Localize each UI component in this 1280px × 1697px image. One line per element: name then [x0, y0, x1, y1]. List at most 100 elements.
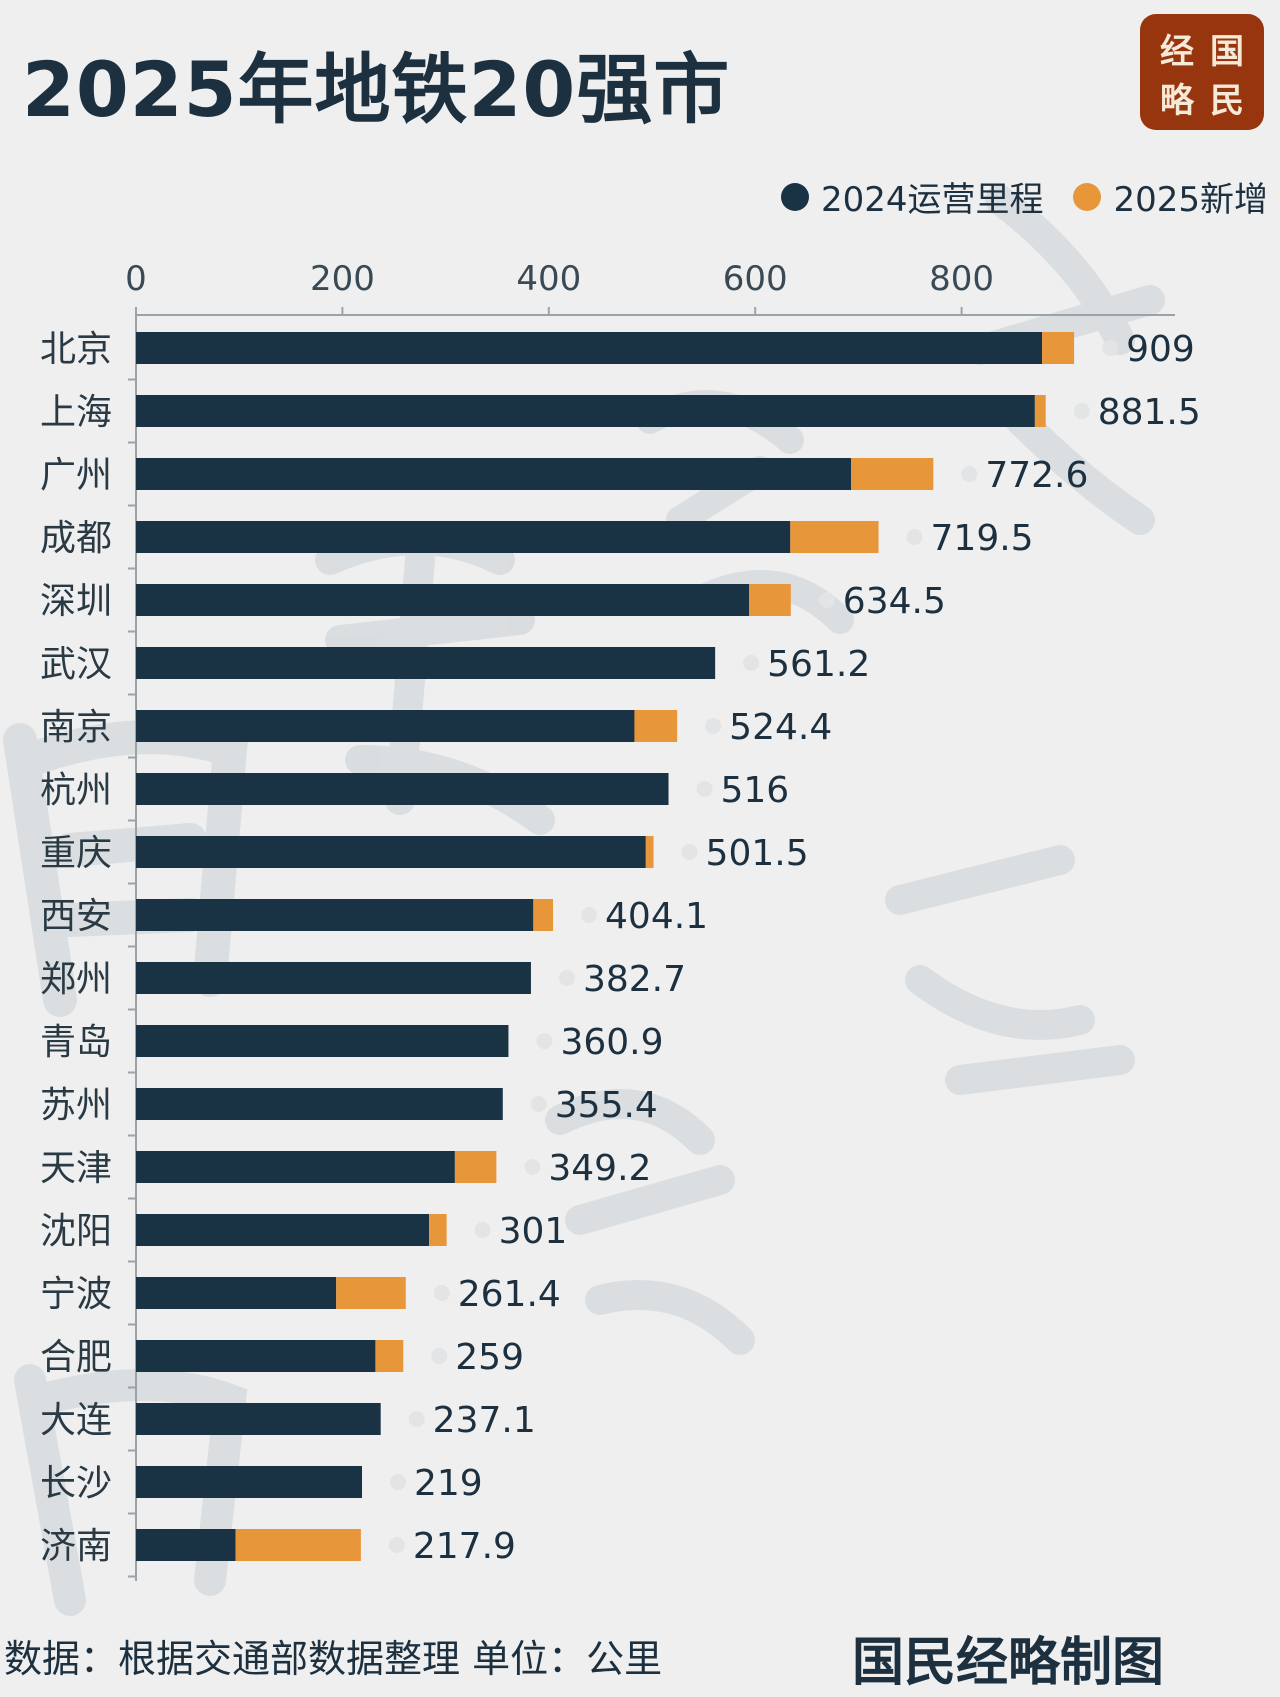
x-tick-label: 600	[723, 259, 788, 299]
label-dot	[536, 1033, 553, 1049]
bar-2025-new	[1042, 332, 1075, 364]
category-label: 苏州	[40, 1085, 112, 1126]
label-dot	[1102, 340, 1119, 356]
bar-2024	[136, 1025, 509, 1057]
bar-2025-new	[749, 584, 791, 616]
category-label: 成都	[40, 518, 112, 559]
bar-2025-new	[645, 836, 654, 868]
category-label: 大连	[40, 1400, 112, 1441]
bar-2025-new	[851, 458, 934, 490]
bar-2024	[136, 458, 852, 490]
logo-char: 国	[1210, 32, 1244, 72]
logo-char: 经	[1160, 32, 1194, 72]
total-label: 219	[414, 1463, 483, 1504]
bar-2025-new	[1034, 395, 1046, 427]
legend-item-2025: 2025新增	[1073, 172, 1268, 221]
logo-char: 民	[1210, 81, 1244, 121]
total-label: 524.4	[729, 707, 832, 748]
legend: 2024运营里程 2025新增	[780, 172, 1268, 221]
x-tick-label: 200	[310, 259, 375, 299]
label-dot	[408, 1411, 425, 1427]
bar-2024	[136, 1340, 376, 1372]
bar-2024	[136, 521, 791, 553]
total-label: 237.1	[433, 1400, 536, 1441]
total-label: 349.2	[548, 1148, 651, 1189]
label-dot	[558, 970, 575, 986]
category-label: 南京	[40, 707, 112, 748]
category-label: 上海	[40, 392, 112, 433]
total-label: 217.9	[413, 1526, 516, 1567]
label-dot	[743, 655, 760, 671]
x-tick-label: 400	[516, 259, 581, 299]
bar-2024	[136, 1403, 381, 1435]
label-dot	[906, 529, 923, 545]
total-label: 404.1	[605, 896, 708, 937]
label-dot	[581, 907, 598, 923]
label-dot	[388, 1537, 405, 1553]
total-label: 881.5	[1098, 392, 1201, 433]
bar-2025-new	[790, 521, 879, 553]
watermark-stroke	[885, 845, 1135, 1095]
bar-2025-new	[235, 1529, 361, 1561]
category-label: 重庆	[40, 833, 112, 874]
total-label: 634.5	[843, 581, 946, 622]
bar-2024	[136, 1529, 236, 1561]
bar-2024	[136, 584, 750, 616]
bar-2024	[136, 962, 531, 994]
total-label: 501.5	[706, 833, 809, 874]
bar-2024	[136, 332, 1043, 364]
logo-char: 略	[1160, 81, 1194, 121]
brand-logo: 经 国 略 民	[1140, 14, 1264, 130]
total-label: 301	[499, 1211, 568, 1252]
signature: 国民经略制图	[852, 1632, 1165, 1693]
bar-2025-new	[454, 1151, 497, 1183]
label-dot	[681, 844, 698, 860]
category-label: 合肥	[40, 1337, 112, 1378]
label-dot	[524, 1159, 541, 1175]
total-label: 719.5	[931, 518, 1034, 559]
category-label: 杭州	[40, 770, 112, 811]
label-dot	[474, 1222, 491, 1238]
bar-2025-new	[634, 710, 678, 742]
label-dot	[390, 1474, 407, 1490]
category-label: 武汉	[40, 644, 112, 685]
total-label: 772.6	[985, 455, 1088, 496]
category-label: 济南	[40, 1526, 112, 1567]
bar-2024	[136, 710, 635, 742]
category-label: 天津	[40, 1148, 112, 1189]
source-note: 数据：根据交通部数据整理 单位：公里	[4, 1637, 663, 1681]
label-dot	[1073, 403, 1090, 419]
bar-2024	[136, 1277, 337, 1309]
x-tick-label: 800	[929, 259, 994, 299]
legend-item-2024: 2024运营里程	[780, 172, 1044, 221]
bar-2025-new	[429, 1214, 447, 1246]
bar-2025-new	[336, 1277, 406, 1309]
legend-label: 2024运营里程	[820, 180, 1044, 220]
bar-2024	[136, 899, 534, 931]
total-label: 561.2	[767, 644, 870, 685]
label-dot	[961, 466, 978, 482]
label-dot	[431, 1348, 448, 1364]
label-dot	[530, 1096, 547, 1112]
total-label: 382.7	[583, 959, 686, 1000]
total-label: 909	[1126, 329, 1195, 370]
category-label: 宁波	[40, 1274, 112, 1315]
watermark-stroke	[545, 1089, 755, 1355]
bar-2024	[136, 836, 646, 868]
total-label: 259	[455, 1337, 524, 1378]
category-label: 北京	[40, 329, 112, 370]
label-dot	[696, 781, 713, 797]
bar-2024	[136, 773, 669, 805]
bar-2025-new	[533, 899, 554, 931]
category-label: 广州	[40, 455, 112, 496]
label-dot	[705, 718, 722, 734]
label-dot	[818, 592, 835, 608]
bar-2024	[136, 1214, 430, 1246]
total-label: 360.9	[560, 1022, 663, 1063]
watermark-stroke	[14, 1364, 248, 1616]
bar-2024	[136, 1151, 455, 1183]
category-label: 长沙	[40, 1463, 112, 1504]
legend-label: 2025新增	[1113, 180, 1268, 220]
category-label: 沈阳	[40, 1211, 112, 1252]
